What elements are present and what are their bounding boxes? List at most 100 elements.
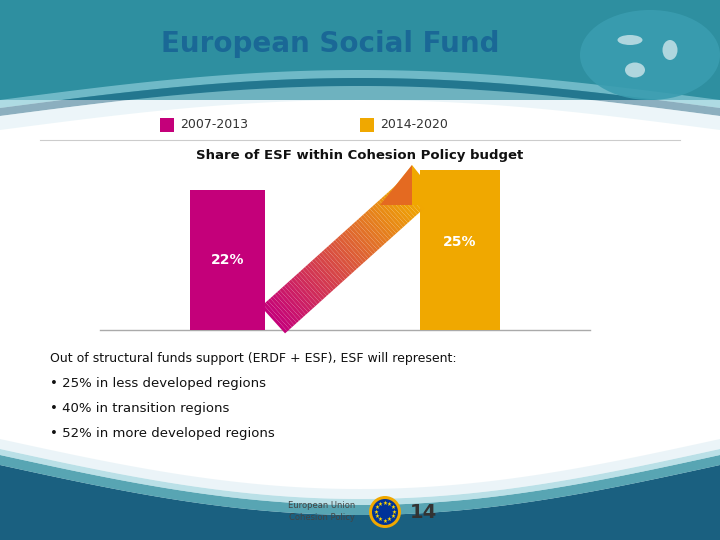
Bar — [190, 190, 265, 330]
Polygon shape — [370, 207, 396, 235]
Text: Cohesion Policy: Cohesion Policy — [289, 514, 355, 523]
Polygon shape — [300, 269, 327, 298]
Polygon shape — [380, 165, 444, 205]
Bar — [160, 118, 174, 132]
Polygon shape — [359, 217, 384, 246]
Ellipse shape — [580, 10, 720, 100]
Polygon shape — [356, 219, 382, 248]
Polygon shape — [305, 265, 331, 294]
Polygon shape — [0, 439, 720, 499]
Polygon shape — [361, 215, 387, 244]
Polygon shape — [333, 240, 359, 269]
Polygon shape — [279, 288, 306, 317]
Text: ★: ★ — [390, 514, 395, 519]
Polygon shape — [340, 234, 366, 262]
Polygon shape — [388, 190, 415, 219]
Ellipse shape — [625, 63, 645, 78]
Text: • 25% in less developed regions: • 25% in less developed regions — [50, 377, 266, 390]
Polygon shape — [349, 225, 375, 254]
Polygon shape — [291, 278, 318, 306]
Text: 14: 14 — [410, 503, 437, 522]
Polygon shape — [363, 213, 390, 242]
Polygon shape — [282, 286, 308, 315]
Text: 2014-2020: 2014-2020 — [380, 118, 448, 132]
Polygon shape — [275, 292, 301, 321]
Polygon shape — [319, 252, 346, 281]
Text: ★: ★ — [382, 501, 387, 505]
Polygon shape — [277, 290, 304, 319]
Polygon shape — [367, 208, 394, 238]
Polygon shape — [330, 242, 357, 271]
Text: ★: ★ — [375, 505, 379, 510]
Text: ★: ★ — [374, 510, 379, 515]
Text: ★: ★ — [378, 517, 383, 522]
Polygon shape — [393, 186, 420, 214]
Polygon shape — [344, 230, 371, 258]
Text: ★: ★ — [375, 514, 379, 519]
Polygon shape — [374, 202, 401, 231]
Text: ★: ★ — [378, 502, 383, 507]
Polygon shape — [377, 200, 403, 229]
Polygon shape — [321, 251, 348, 279]
Polygon shape — [302, 267, 329, 296]
Polygon shape — [310, 261, 336, 289]
Polygon shape — [395, 184, 422, 213]
Polygon shape — [326, 246, 352, 275]
Polygon shape — [380, 165, 412, 205]
Text: • 40% in transition regions: • 40% in transition regions — [50, 402, 230, 415]
Polygon shape — [328, 244, 354, 273]
Polygon shape — [386, 192, 413, 221]
Polygon shape — [296, 273, 322, 302]
Polygon shape — [261, 305, 287, 333]
Text: European Social Fund: European Social Fund — [161, 30, 499, 58]
Polygon shape — [342, 232, 369, 260]
Polygon shape — [287, 282, 312, 310]
Polygon shape — [293, 275, 320, 304]
Text: ★: ★ — [382, 518, 387, 523]
Text: ★: ★ — [390, 505, 395, 510]
Text: 2007-2013: 2007-2013 — [180, 118, 248, 132]
Polygon shape — [0, 86, 720, 130]
Polygon shape — [0, 465, 720, 540]
Text: ★: ★ — [387, 517, 392, 522]
Ellipse shape — [662, 40, 678, 60]
Polygon shape — [307, 263, 333, 292]
Polygon shape — [0, 449, 720, 505]
Text: 25%: 25% — [444, 235, 477, 249]
Polygon shape — [338, 236, 364, 265]
Polygon shape — [289, 280, 315, 308]
Text: 22%: 22% — [211, 253, 244, 267]
Circle shape — [369, 496, 401, 528]
Polygon shape — [0, 78, 720, 116]
Ellipse shape — [618, 35, 642, 45]
Text: European Union: European Union — [288, 501, 355, 510]
Polygon shape — [335, 238, 361, 267]
Text: ★: ★ — [392, 510, 397, 515]
Polygon shape — [372, 205, 399, 233]
Text: • 52% in more developed regions: • 52% in more developed regions — [50, 427, 275, 440]
Polygon shape — [347, 227, 373, 256]
Polygon shape — [351, 223, 378, 252]
Polygon shape — [298, 271, 325, 300]
Polygon shape — [268, 298, 294, 327]
Text: Out of structural funds support (ERDF + ESF), ESF will represent:: Out of structural funds support (ERDF + … — [50, 352, 456, 365]
Circle shape — [372, 499, 398, 525]
Polygon shape — [0, 0, 720, 100]
Polygon shape — [270, 296, 297, 325]
Text: Share of ESF within Cohesion Policy budget: Share of ESF within Cohesion Policy budg… — [197, 148, 523, 161]
Polygon shape — [312, 259, 338, 288]
Polygon shape — [266, 300, 292, 329]
Polygon shape — [365, 211, 392, 240]
Polygon shape — [0, 70, 720, 108]
Polygon shape — [323, 248, 350, 277]
Polygon shape — [264, 302, 289, 332]
Polygon shape — [384, 194, 410, 223]
Polygon shape — [397, 181, 424, 211]
Polygon shape — [354, 221, 380, 250]
Polygon shape — [273, 294, 299, 323]
Polygon shape — [391, 188, 417, 217]
Polygon shape — [382, 196, 408, 225]
Bar — [360, 118, 374, 132]
Polygon shape — [0, 455, 720, 515]
Text: ★: ★ — [387, 502, 392, 507]
